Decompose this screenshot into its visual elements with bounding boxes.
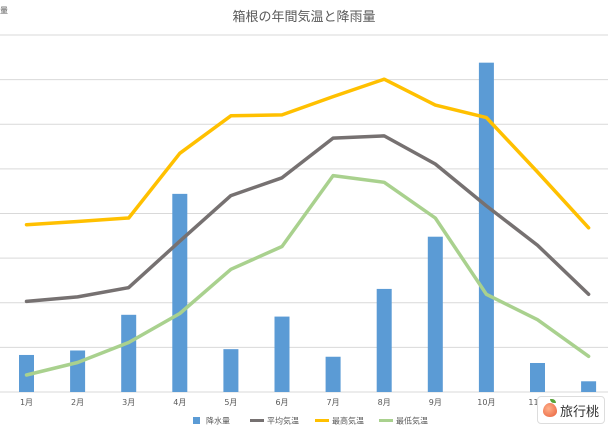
x-tick-label: 10月 bbox=[477, 398, 495, 407]
x-tick-label: 1月 bbox=[20, 398, 33, 407]
x-tick-label: 5月 bbox=[224, 398, 237, 407]
line-series bbox=[24, 77, 591, 377]
legend-label: 降水量 bbox=[206, 416, 230, 426]
bar-2月 bbox=[70, 350, 86, 392]
bar-6月 bbox=[274, 316, 290, 392]
x-axis-ticks: 1月2月3月4月5月6月7月8月9月10月11月12月 bbox=[20, 398, 598, 407]
x-tick-label: 6月 bbox=[275, 398, 288, 407]
line-series-2 bbox=[24, 173, 591, 377]
watermark-logo: 旅行桃 bbox=[537, 396, 605, 424]
legend-label: 平均気温 bbox=[267, 416, 299, 426]
x-tick-label: 8月 bbox=[378, 398, 391, 407]
x-tick-label: 7月 bbox=[327, 398, 340, 407]
bar-4月 bbox=[172, 193, 188, 392]
bar-8月 bbox=[376, 288, 392, 392]
legend-label: 最低気温 bbox=[396, 416, 428, 426]
x-tick-label: 2月 bbox=[71, 398, 84, 407]
bar-10月 bbox=[478, 62, 494, 392]
x-tick-label: 3月 bbox=[122, 398, 135, 407]
legend: 降水量 平均気温 最高気温 最低気温 bbox=[193, 416, 428, 426]
legend-label: 最高気温 bbox=[332, 416, 364, 426]
bar-12月 bbox=[581, 381, 597, 392]
legend-swatch bbox=[193, 417, 200, 424]
bar-9月 bbox=[427, 236, 443, 392]
bar-11月 bbox=[530, 362, 545, 392]
axis-corner-label: 量 bbox=[0, 6, 8, 15]
line-series-0 bbox=[24, 134, 591, 304]
watermark-text: 旅行桃 bbox=[559, 404, 599, 420]
x-tick-label: 9月 bbox=[429, 398, 442, 407]
x-tick-label: 4月 bbox=[173, 398, 186, 407]
bar-3月 bbox=[121, 314, 137, 392]
bar-7月 bbox=[325, 356, 341, 392]
line-series-1 bbox=[24, 77, 591, 230]
chart-title: 箱根の年間気温と降雨量 bbox=[232, 9, 375, 25]
peach-icon bbox=[542, 399, 557, 417]
bar-5月 bbox=[223, 349, 239, 392]
bar-series bbox=[19, 62, 597, 392]
